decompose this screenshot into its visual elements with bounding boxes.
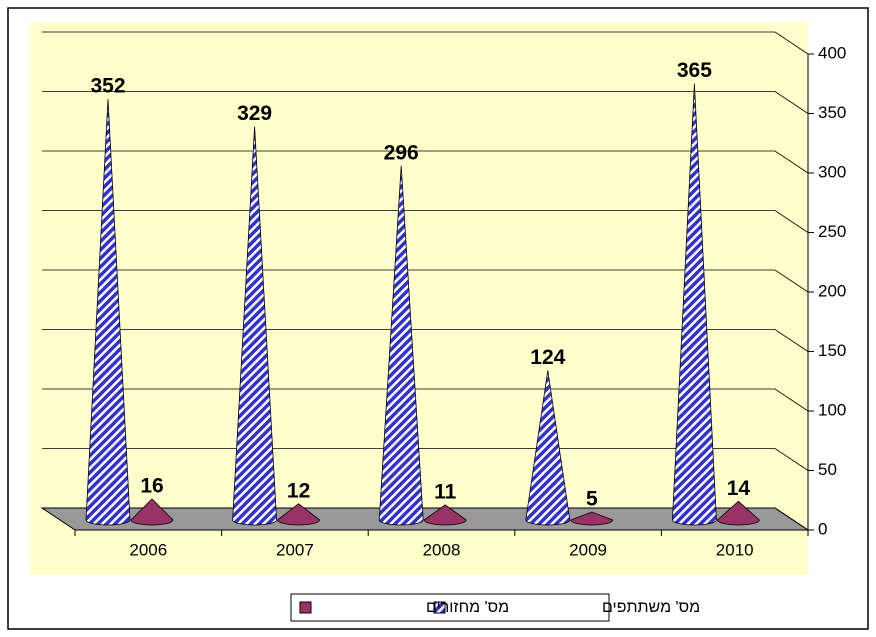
grid-line: [42, 448, 809, 471]
data-label: 16: [140, 475, 163, 498]
x-tick-label: 2008: [423, 540, 461, 559]
y-tick-label: 350: [818, 103, 846, 122]
grid-line: [42, 507, 809, 531]
y-tick-label: 150: [818, 341, 846, 360]
data-label: 329: [237, 102, 272, 125]
grid-line: [42, 269, 809, 293]
legend: מס' משתתפים מס' מחזורים: [290, 593, 700, 622]
cone: [85, 99, 131, 526]
x-tick-label: 2009: [569, 540, 607, 559]
legend-box: [290, 593, 610, 622]
legend-label: מס' מחזורים: [426, 599, 509, 616]
y-tick-label: 300: [818, 162, 846, 181]
data-label: 5: [586, 488, 598, 511]
x-tick-label: 2010: [716, 540, 754, 559]
data-label: 12: [287, 479, 310, 502]
grid-line: [42, 388, 809, 412]
cone: [130, 498, 174, 526]
x-tick-label: 2007: [276, 540, 314, 559]
data-label: 296: [384, 141, 419, 164]
data-label: 365: [677, 59, 712, 82]
cone: [232, 126, 278, 526]
legend-swatch: [433, 601, 446, 614]
grid-line: [42, 329, 809, 352]
grid-line: [42, 210, 809, 233]
grid-line: [42, 31, 809, 55]
grid-line: [42, 91, 809, 114]
cone: [378, 165, 424, 526]
legend-swatch: [299, 601, 312, 614]
data-label: 352: [90, 75, 125, 98]
legend-label: מס' משתתפים: [602, 599, 700, 616]
cone: [570, 511, 614, 526]
y-tick-label: 400: [818, 43, 846, 62]
y-tick-label: 200: [818, 281, 846, 300]
data-label: 11: [434, 480, 457, 503]
data-label: 124: [530, 346, 565, 369]
y-tick-label: 250: [818, 222, 846, 241]
x-tick-label: 2006: [129, 540, 167, 559]
cone: [277, 503, 321, 526]
cone: [716, 500, 760, 526]
y-tick-label: 0: [818, 519, 827, 538]
grid-line: [42, 150, 809, 174]
cone: [423, 504, 467, 526]
cone: [525, 370, 571, 526]
cone: [671, 83, 717, 526]
data-label: 14: [727, 477, 751, 500]
y-tick-label: 50: [818, 460, 837, 479]
y-tick-label: 100: [818, 400, 846, 419]
